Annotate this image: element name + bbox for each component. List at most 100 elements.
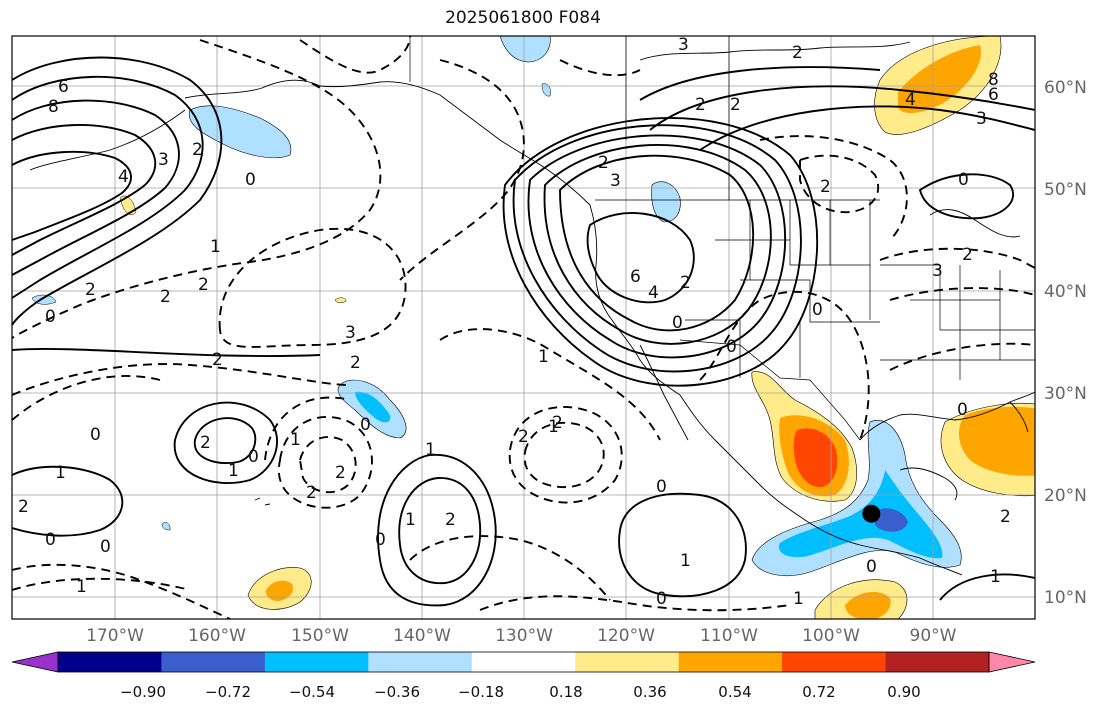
contour-label: 8 bbox=[48, 97, 59, 117]
hawaii bbox=[254, 497, 271, 506]
contour-label: 3 bbox=[678, 35, 689, 55]
contour-label: 1 bbox=[538, 347, 549, 367]
shade-negative-pacific-core bbox=[355, 391, 391, 423]
shading-layer bbox=[31, 36, 1035, 619]
yucatan bbox=[899, 467, 958, 501]
lon-label: 140°W bbox=[393, 626, 451, 646]
contour-label: 2 bbox=[306, 483, 317, 503]
contour-label: 1 bbox=[405, 510, 416, 530]
contour-label: 2 bbox=[445, 510, 456, 530]
gulf-coast bbox=[859, 391, 1035, 441]
contour-label: 0 bbox=[360, 415, 371, 435]
location-marker bbox=[862, 504, 881, 523]
contour-label: 1 bbox=[680, 551, 691, 571]
colorbar-tick: −0.18 bbox=[458, 683, 504, 701]
shade-positive-gulf-mid bbox=[959, 406, 1035, 476]
colorbar-bin bbox=[678, 652, 783, 672]
shade-positive-south-mid bbox=[845, 591, 891, 619]
colorbar-tick: 0.36 bbox=[633, 683, 667, 701]
contour-label: 0 bbox=[866, 557, 877, 577]
contour-label: 3 bbox=[158, 150, 169, 170]
contour-label: 1 bbox=[210, 237, 221, 257]
shade-negative-mexico-core bbox=[873, 508, 908, 532]
contour-label: 2 bbox=[792, 43, 803, 63]
contour-label: 1 bbox=[990, 567, 1001, 587]
colorbar-tick: −0.36 bbox=[374, 683, 420, 701]
lon-label: 90°W bbox=[909, 626, 957, 646]
contour-label: 4 bbox=[905, 90, 916, 110]
contour-label: 6 bbox=[988, 85, 999, 105]
colorbar-tick: −0.54 bbox=[289, 683, 335, 701]
west-coast bbox=[589, 204, 963, 576]
contour-label: 0 bbox=[958, 170, 969, 190]
colorbar-bin bbox=[58, 652, 162, 672]
contour-label: 2 bbox=[680, 273, 691, 293]
canada-north bbox=[639, 41, 911, 61]
colorbar-tick: 0.54 bbox=[718, 683, 752, 701]
contour-label: 2 bbox=[335, 463, 346, 483]
contour-label: 2 bbox=[85, 280, 96, 300]
lon-label: 160°W bbox=[188, 626, 246, 646]
contour-label: 0 bbox=[726, 337, 737, 357]
contour-label: 2 bbox=[552, 413, 563, 433]
contour-label: 3 bbox=[610, 171, 621, 191]
lon-label: 110°W bbox=[700, 626, 758, 646]
colorbar-bin bbox=[161, 652, 266, 672]
contour-label: 0 bbox=[375, 530, 386, 550]
contour-label: 4 bbox=[118, 167, 129, 187]
shade-positive-canada-mid bbox=[898, 45, 981, 114]
colorbar-tick: 0.72 bbox=[802, 683, 836, 701]
colorbar-extend-min bbox=[11, 651, 59, 673]
colorbar-bin bbox=[885, 652, 990, 672]
contour-label: 0 bbox=[245, 170, 256, 190]
shade-negative-north bbox=[499, 36, 551, 63]
contour-label: 2 bbox=[962, 245, 973, 265]
colorbar-bin bbox=[471, 652, 576, 672]
contour-label: 2 bbox=[200, 433, 211, 453]
colorbar-bin bbox=[782, 652, 886, 672]
shade-negative-dot2 bbox=[161, 522, 171, 531]
contour-label: 3 bbox=[976, 109, 987, 129]
contour-label: 2 bbox=[820, 177, 831, 197]
contour-label: 0 bbox=[100, 537, 111, 557]
contour-label: 1 bbox=[228, 461, 239, 481]
colorbar-tick: −0.72 bbox=[205, 683, 251, 701]
colorbar-bin bbox=[368, 652, 473, 672]
contour-label: 0 bbox=[90, 425, 101, 445]
map-frame bbox=[11, 35, 1036, 620]
contour-label: 2 bbox=[1000, 507, 1011, 527]
colorbar-bin bbox=[264, 652, 369, 672]
lon-label: 150°W bbox=[291, 626, 349, 646]
contour-label: 2 bbox=[598, 153, 609, 173]
shade-positive-dot1 bbox=[119, 195, 137, 215]
colorbar-tick: −0.90 bbox=[120, 683, 166, 701]
contour-label: 3 bbox=[345, 323, 356, 343]
contour-label: 2 bbox=[198, 275, 209, 295]
graticule bbox=[12, 36, 1035, 619]
contour-label: 6 bbox=[630, 267, 641, 287]
contour-label: 0 bbox=[656, 477, 667, 497]
shade-negative-mexico-mid bbox=[778, 470, 943, 559]
contour-label: 2 bbox=[192, 140, 203, 160]
contour-label: 4 bbox=[648, 283, 659, 303]
contour-label: 1 bbox=[793, 589, 804, 609]
contour-label: 2 bbox=[695, 95, 706, 115]
coastlines bbox=[29, 41, 1035, 576]
contour-label: 0 bbox=[656, 589, 667, 609]
alaska-coast bbox=[184, 79, 591, 206]
contour-label: 2 bbox=[350, 353, 361, 373]
lat-label: 60°N bbox=[1044, 78, 1087, 98]
lat-label: 40°N bbox=[1044, 282, 1087, 302]
contour-label: 1 bbox=[55, 463, 66, 483]
shade-negative-dot3 bbox=[541, 83, 551, 97]
lon-label: 170°W bbox=[86, 626, 144, 646]
map-content: 6 8 4 3 2 2 0 1 2 2 3 2 0 2 1 0 1 2 2 0 … bbox=[12, 35, 1035, 619]
contour-label: 0 bbox=[812, 300, 823, 320]
contour-label: 2 bbox=[212, 350, 223, 370]
colorbar-extend-max bbox=[988, 651, 1036, 673]
shade-positive-pacific-south-mid bbox=[265, 580, 294, 601]
contours-solid bbox=[12, 56, 1035, 607]
contours-dashed bbox=[12, 36, 1035, 619]
lon-label: 120°W bbox=[597, 626, 655, 646]
